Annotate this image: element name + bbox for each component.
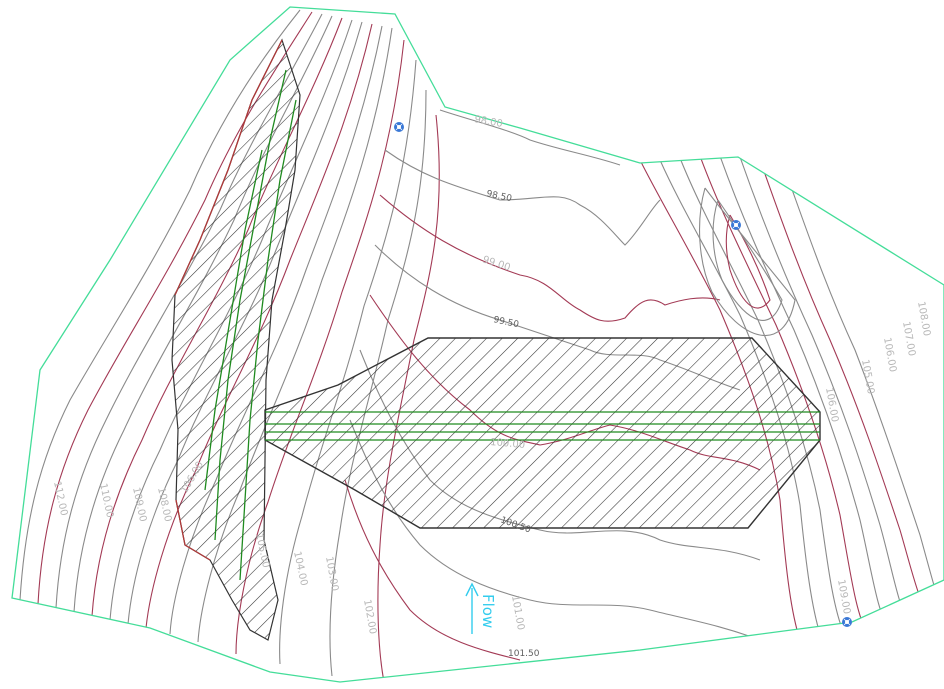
contour-label: 98.50	[485, 189, 513, 204]
contour-label: 102.00	[361, 599, 378, 635]
flow-indicator: Flow	[465, 582, 497, 634]
pipe-network	[204, 69, 820, 581]
contour-label: 107.00	[900, 321, 917, 357]
detention-basin	[264, 337, 821, 529]
contour-label: 101.00	[509, 595, 526, 631]
contour-label: 106.00	[823, 387, 840, 423]
contour-label: 100.00	[490, 437, 526, 451]
contour-label: 109.00	[835, 579, 852, 615]
contour-label: 98.00	[473, 114, 503, 130]
contour-label: 104.00	[291, 550, 309, 587]
survey-point-icon[interactable]	[394, 122, 404, 132]
site-boundary	[11, 6, 944, 683]
flow-label: Flow	[479, 594, 497, 628]
contour-label: 99.00	[481, 254, 512, 273]
contour-label: 109.00	[130, 486, 148, 523]
survey-point-icon[interactable]	[731, 220, 741, 230]
west-channel	[171, 38, 301, 641]
survey-point-icon[interactable]	[842, 617, 852, 627]
contour-label: 101.50	[508, 649, 540, 659]
contour-label: 103.00	[323, 556, 340, 592]
survey-markers	[394, 122, 852, 627]
contour-label: 106.00	[881, 337, 898, 373]
contour-label: 110.00	[97, 482, 115, 519]
contour-label: 108.00	[915, 301, 932, 337]
contour-label: 99.50	[492, 315, 520, 330]
contour-label: 105.00	[859, 359, 876, 395]
